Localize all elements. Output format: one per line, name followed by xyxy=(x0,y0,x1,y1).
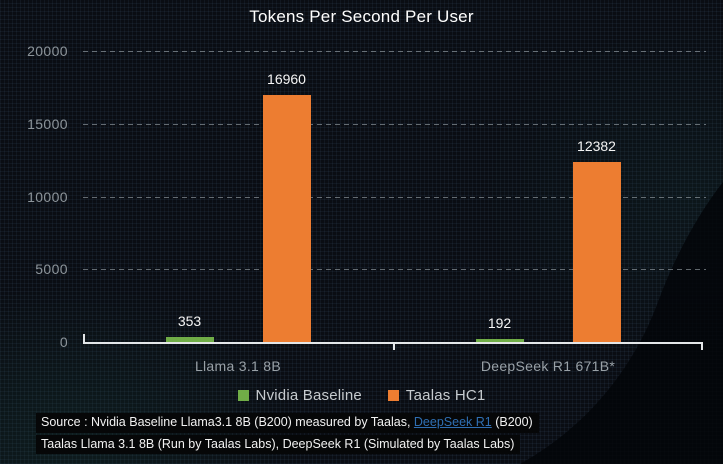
legend-label: Nvidia Baseline xyxy=(255,387,362,404)
bar-value-label: 12382 xyxy=(577,138,616,154)
gridline-10000 xyxy=(83,196,706,198)
legend-item-nvidia-baseline: Nvidia Baseline xyxy=(237,387,362,404)
y-axis-tick-label: 0 xyxy=(59,334,68,350)
gridline-15000 xyxy=(83,123,706,125)
gridline-20000 xyxy=(83,51,706,52)
y-axis-tick-label: 5000 xyxy=(35,261,68,278)
x-axis-tick xyxy=(83,334,85,342)
source-line-1-suffix: (B200) xyxy=(491,415,533,429)
category-label-0: Llama 3.1 8B xyxy=(194,358,282,374)
bar-nvidia-baseline-1 xyxy=(475,339,524,342)
x-axis-tick xyxy=(701,344,703,350)
y-axis-tick-label: 15000 xyxy=(27,115,68,132)
bar-value-label: 353 xyxy=(177,313,202,329)
x-axis-line xyxy=(83,342,703,344)
source-note: Source : Nvidia Baseline Llama3.1 8B (B2… xyxy=(36,413,539,456)
deepseek-r1-link[interactable]: DeepSeek R1 xyxy=(413,415,492,429)
chart-legend: Nvidia Baseline Taalas HC1 xyxy=(0,387,723,404)
bar-value-label: 192 xyxy=(487,315,512,331)
source-line-1-text: Source : Nvidia Baseline Llama3.1 8B (B2… xyxy=(41,415,414,429)
y-axis-tick-label: 10000 xyxy=(27,188,68,205)
gridline-5000 xyxy=(83,269,706,271)
bar-taalas-hc1-0 xyxy=(262,95,311,342)
source-line-2: Taalas Llama 3.1 8B (Run by Taalas Labs)… xyxy=(36,434,521,454)
y-axis-tick-label: 20000 xyxy=(27,43,68,59)
bar-nvidia-baseline-0 xyxy=(165,337,214,342)
legend-swatch-icon xyxy=(237,390,249,401)
category-label-1: DeepSeek R1 671B* xyxy=(480,358,616,374)
x-axis-tick xyxy=(393,344,395,350)
bar-taalas-hc1-1 xyxy=(572,162,621,342)
chart-title: Tokens Per Second Per User xyxy=(249,7,474,26)
legend-swatch-icon xyxy=(387,390,399,401)
legend-item-taalas-hc1: Taalas HC1 xyxy=(387,387,486,404)
bar-value-label: 16960 xyxy=(267,71,306,87)
legend-label: Taalas HC1 xyxy=(405,387,486,404)
source-line-1: Source : Nvidia Baseline Llama3.1 8B (B2… xyxy=(36,413,539,433)
